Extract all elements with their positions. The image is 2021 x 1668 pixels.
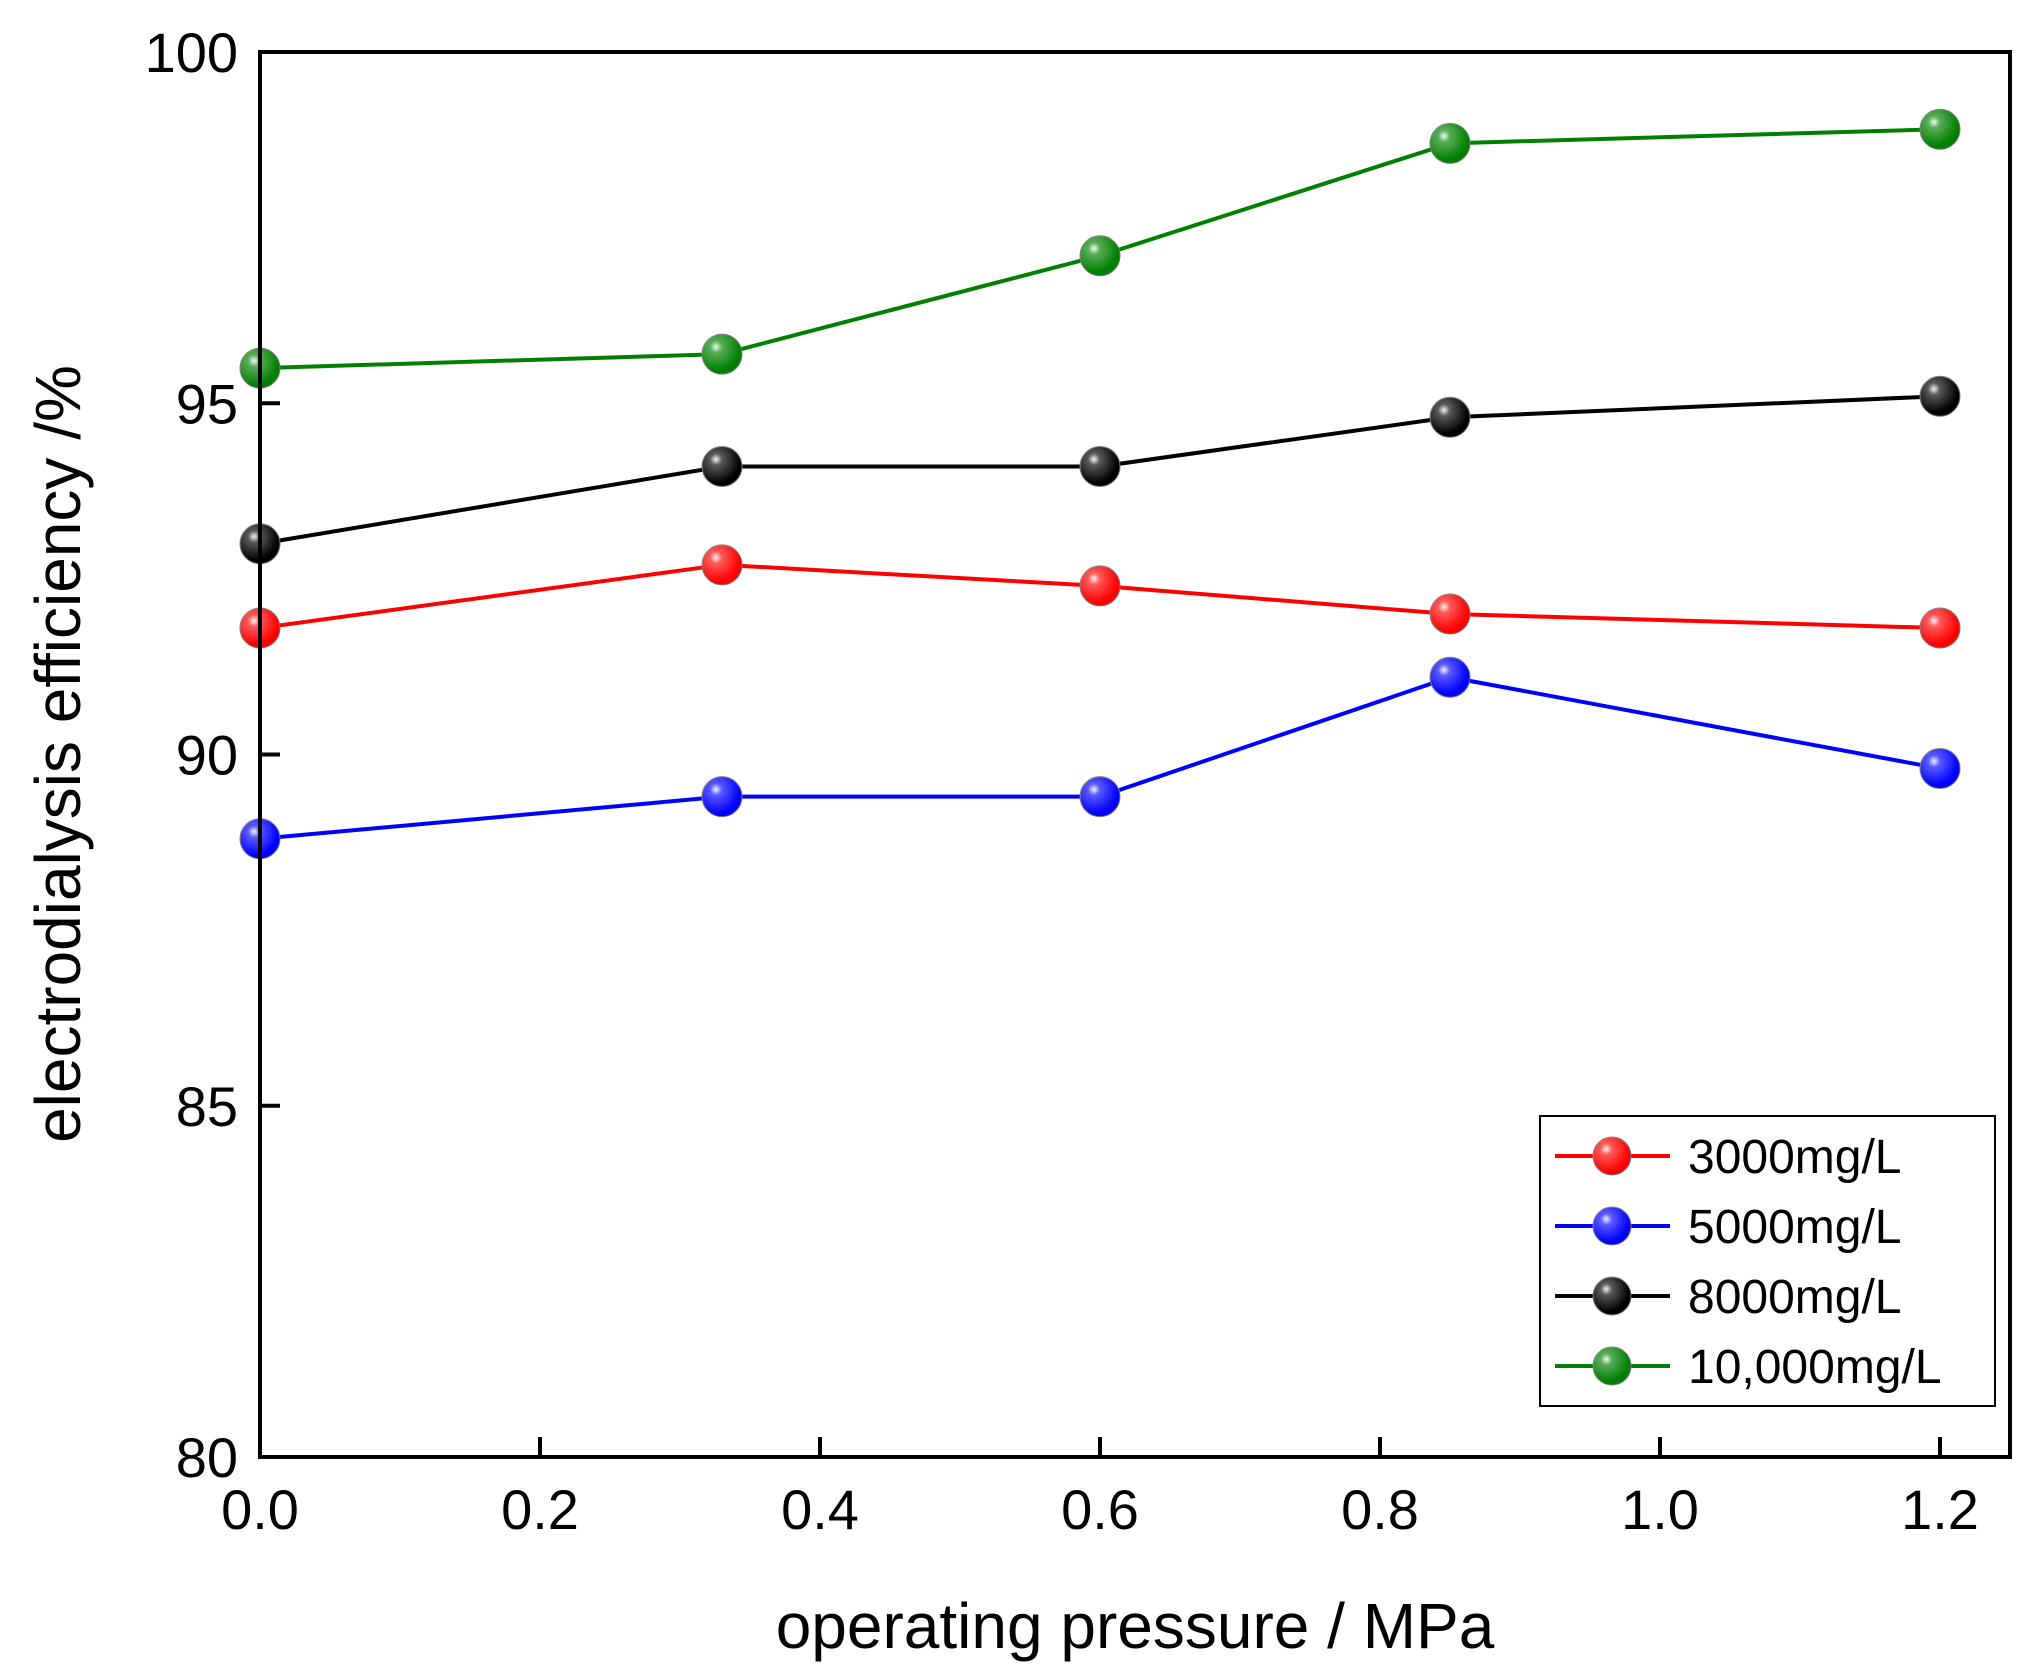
legend-marker-highlight <box>1593 1137 1631 1175</box>
x-tick-label: 0.6 <box>1061 1478 1139 1541</box>
data-point-highlight <box>1920 376 1960 417</box>
y-tick-label: 90 <box>176 724 238 787</box>
series-1 <box>239 544 1961 649</box>
data-point-highlight <box>1430 397 1470 438</box>
series-4 <box>239 108 1961 389</box>
legend-item: 5000mg/L <box>1555 1201 1902 1254</box>
legend-item: 3000mg/L <box>1555 1131 1902 1184</box>
y-tick-label: 80 <box>176 1426 238 1489</box>
data-point-highlight <box>1080 446 1120 487</box>
legend-item: 8000mg/L <box>1555 1271 1902 1324</box>
legend-label: 5000mg/L <box>1688 1201 1902 1254</box>
legend-label: 8000mg/L <box>1688 1271 1902 1324</box>
legend-marker-highlight <box>1593 1207 1631 1245</box>
data-point-highlight <box>1920 608 1960 649</box>
y-tick-label: 100 <box>145 21 238 84</box>
x-axis-title: operating pressure / MPa <box>776 1590 1495 1662</box>
x-tick-label: 1.2 <box>1901 1478 1979 1541</box>
series-2 <box>239 656 1961 860</box>
x-tick-label: 0.4 <box>781 1478 859 1541</box>
x-tick-label: 0.2 <box>501 1478 579 1541</box>
series-layer <box>239 108 1961 860</box>
x-tick-label: 0.0 <box>221 1478 299 1541</box>
legend-item: 10,000mg/L <box>1555 1341 1942 1394</box>
x-axis-ticks: 0.0 0.2 0.4 0.6 0.8 1.0 1.2 <box>221 1437 1979 1541</box>
y-axis-ticks: 80 85 90 95 100 <box>145 21 280 1489</box>
data-point-highlight <box>1080 565 1120 606</box>
data-point-highlight <box>1080 776 1120 817</box>
data-point-highlight <box>702 446 742 487</box>
data-point-highlight <box>1430 594 1470 634</box>
legend-marker-highlight <box>1593 1347 1631 1385</box>
x-tick-label: 1.0 <box>1621 1478 1699 1541</box>
data-point-highlight <box>1080 235 1120 276</box>
x-tick-label: 0.8 <box>1341 1478 1419 1541</box>
legend-marker-highlight <box>1593 1277 1631 1315</box>
data-point-highlight <box>1920 109 1960 150</box>
data-point-highlight <box>702 776 742 817</box>
legend: 3000mg/L 5000mg/L 8000mg/L 10,000mg/L <box>1539 1115 1996 1407</box>
legend-label: 3000mg/L <box>1688 1131 1902 1184</box>
y-tick-label: 95 <box>176 372 238 435</box>
data-point-highlight <box>1920 748 1960 789</box>
data-point-highlight <box>1430 657 1470 698</box>
y-axis-title: electrodialysis efficiency /% <box>22 365 94 1143</box>
data-point-highlight <box>702 544 742 585</box>
data-point-highlight <box>1430 123 1470 164</box>
series-3 <box>239 375 1961 565</box>
legend-label: 10,000mg/L <box>1688 1341 1942 1394</box>
data-point-highlight <box>702 334 742 375</box>
y-tick-label: 85 <box>176 1075 238 1138</box>
